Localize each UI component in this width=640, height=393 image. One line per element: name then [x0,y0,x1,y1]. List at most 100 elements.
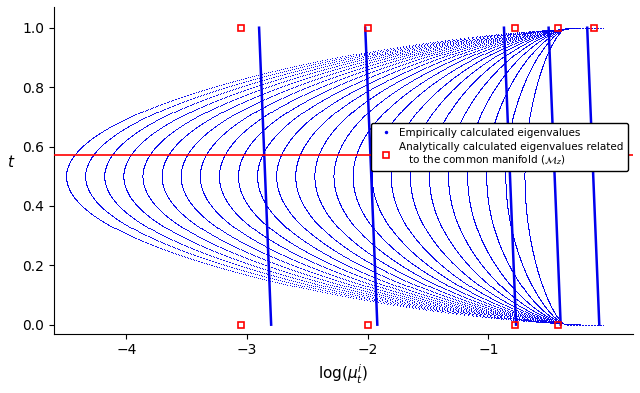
Point [173,221,184,228]
Point [379,130,389,137]
Point [502,206,513,212]
Point [365,251,375,257]
Point [215,183,225,189]
Point [522,218,532,224]
Point [86,193,97,199]
Point [483,294,493,300]
Point [387,185,397,191]
Point [251,212,261,218]
Point [205,219,215,225]
Point [436,124,446,130]
Point [529,256,540,263]
Point [492,42,502,49]
Point [514,253,524,260]
Point [168,96,179,103]
Point [481,300,492,306]
Point [481,164,492,170]
Point [244,103,254,110]
Point [330,160,340,166]
Point [523,299,533,305]
Point [532,267,543,273]
Point [438,280,449,286]
Point [495,305,505,311]
Point [522,132,532,138]
Point [167,237,177,243]
Point [532,317,542,323]
Point [326,101,336,107]
Point [468,213,478,220]
Point [390,147,400,153]
Point [508,231,518,238]
Point [108,133,118,139]
Point [422,56,432,62]
Point [386,103,396,109]
Point [254,230,264,236]
Point [397,94,407,100]
Point [404,171,415,178]
Point [515,299,525,305]
Point [159,113,169,119]
Point [390,272,400,279]
Point [314,284,324,290]
Point [406,51,417,57]
Point [278,234,288,241]
Point [340,53,350,59]
Point [274,279,284,286]
Point [468,130,479,137]
Point [195,168,205,174]
Point [410,95,420,101]
Point [520,174,530,180]
Point [502,31,513,38]
Point [440,231,451,238]
Point [296,125,306,131]
Point [531,289,541,295]
Point [362,97,372,103]
Point [328,255,339,261]
Point [518,83,528,89]
Point [500,158,511,165]
Point [433,290,443,297]
Point [394,111,404,117]
Point [499,274,509,281]
Point [104,155,115,161]
Point [271,179,282,185]
Point [542,319,552,325]
Point [413,300,424,307]
Point [266,238,276,244]
Point [400,220,410,227]
Point [374,99,385,106]
Point [292,275,302,282]
Point [306,285,316,291]
Point [534,296,545,302]
Point [450,301,460,307]
Point [477,107,488,113]
Point [348,75,358,82]
Point [271,167,282,173]
Point [143,154,153,161]
Point [312,100,323,106]
Point [360,213,370,220]
Point [433,56,443,62]
Point [444,155,454,161]
Point [442,92,452,98]
Point [124,154,134,160]
Point [500,178,511,185]
Point [536,299,547,305]
Point [529,48,539,54]
Point [425,39,435,45]
Point [403,286,413,293]
Point [395,47,405,53]
Point [462,73,472,79]
Point [500,158,511,164]
Point [314,71,324,77]
Point [221,128,232,134]
Point [380,129,390,136]
Point [351,196,362,202]
Point [239,196,250,202]
Point [385,296,395,302]
Point [338,285,348,291]
Point [346,264,356,270]
Point [527,103,537,109]
Point [538,317,548,323]
Point [414,40,424,47]
